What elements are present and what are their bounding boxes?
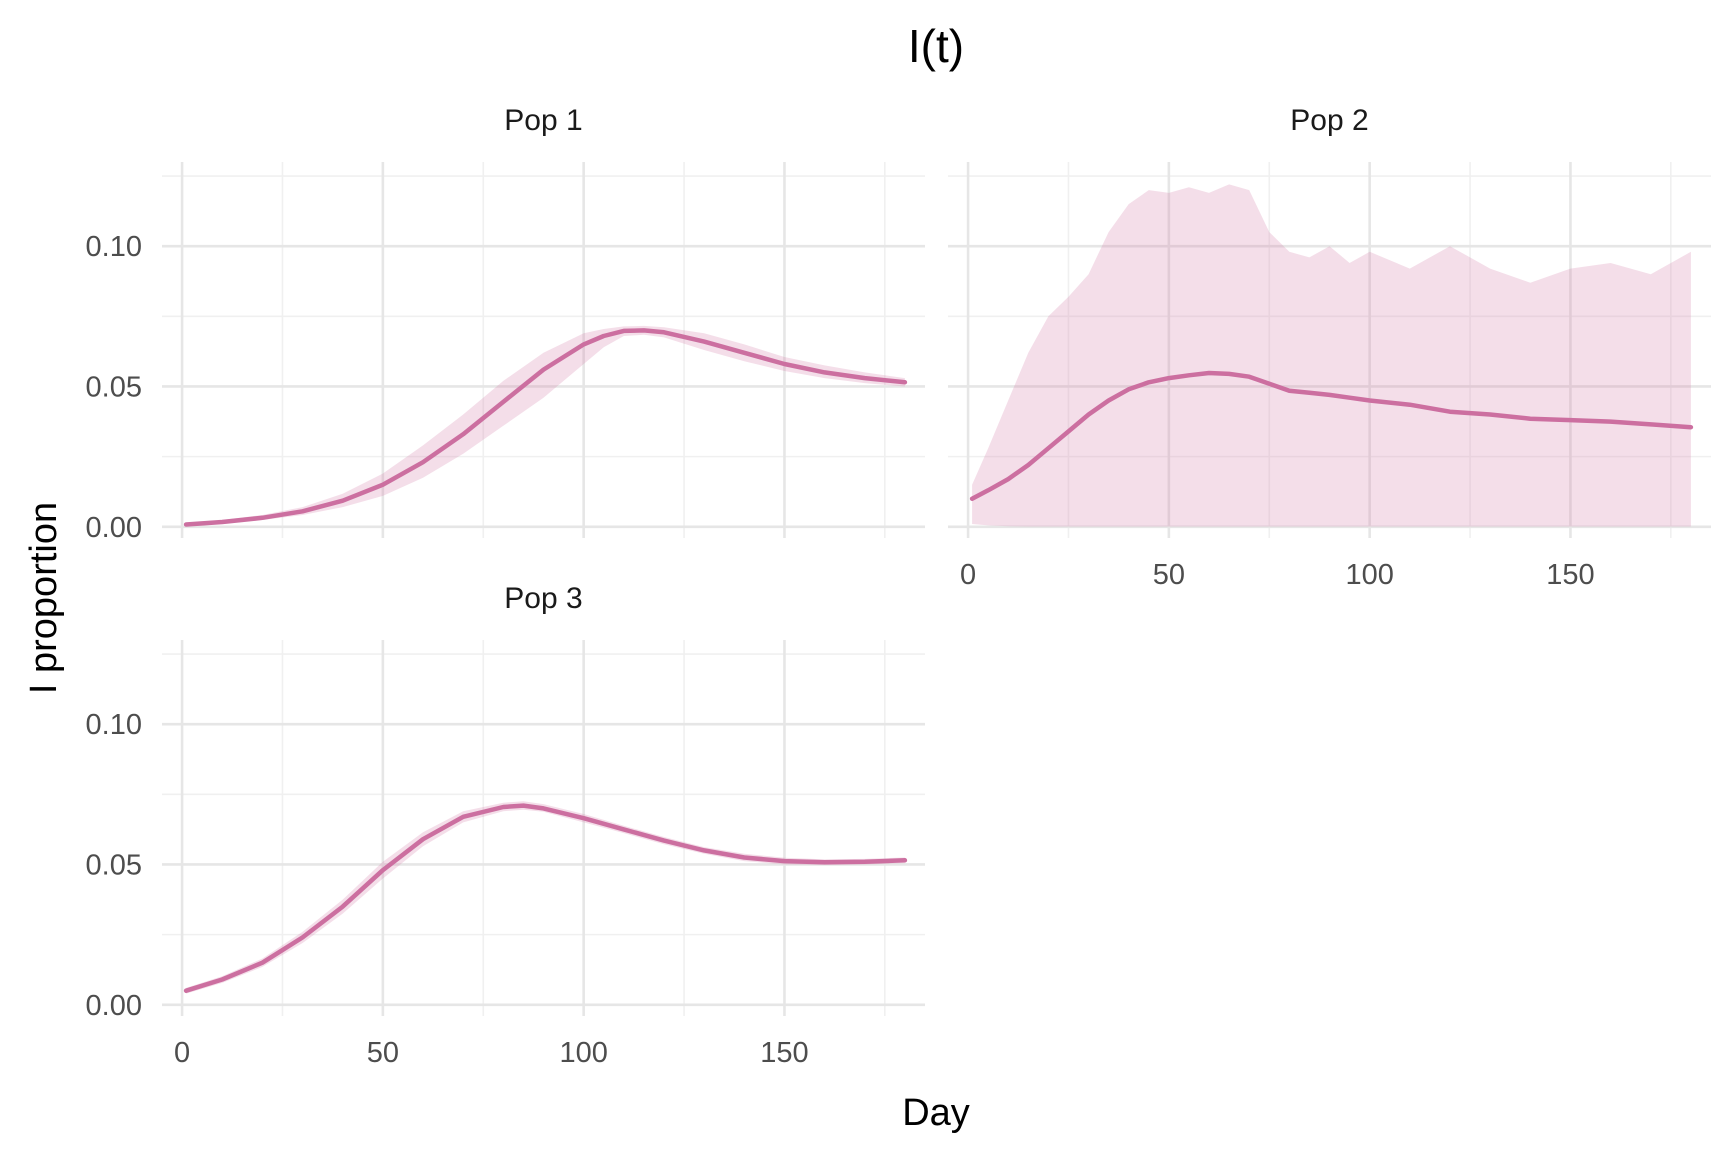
y-tick-label: 0.00 [86,990,142,1022]
line-pop-3 [183,803,908,993]
line-pop-1 [183,328,908,527]
x-axis-title: Day [902,1092,970,1134]
x-tick-label: 150 [760,1037,808,1069]
x-tick-label: 50 [367,1037,399,1069]
strip-label-pop-1: Pop 1 [504,104,582,137]
x-tick-label: 0 [960,559,976,591]
line-pop-2 [969,370,1694,501]
ribbon-pop-2 [972,184,1691,527]
panel-pop-3: Pop 3 0.00 0.05 0.10 0 50 100 150 [86,582,925,1069]
x-tick-label: 0 [174,1037,190,1069]
panel-pop-2: Pop 2 0 50 100 150 [948,104,1711,591]
strip-label-pop-3: Pop 3 [504,582,582,615]
x-tick-label: 150 [1546,559,1594,591]
y-tick-label: 0.05 [86,371,142,403]
x-tick-label: 100 [1345,559,1393,591]
x-tick-label: 100 [559,1037,607,1069]
y-axis-title: I proportion [23,502,65,694]
y-tick-label: 0.00 [86,512,142,544]
ribbon-pop-3 [186,801,905,994]
y-tick-label: 0.10 [86,231,142,263]
y-tick-label: 0.05 [86,849,142,881]
panel-pop-1: Pop 1 0.00 0.05 0.10 [86,104,925,544]
facet-panels: Pop 1 0.00 0.05 0.10 Pop 2 0 50 100 150 Pop 3 0.00… [86,104,1711,1069]
chart-title: I(t) [908,20,964,72]
y-tick-label: 0.10 [86,709,142,741]
x-tick-label: 50 [1153,559,1185,591]
ribbon-pop-1 [186,325,905,526]
strip-label-pop-2: Pop 2 [1290,104,1368,137]
